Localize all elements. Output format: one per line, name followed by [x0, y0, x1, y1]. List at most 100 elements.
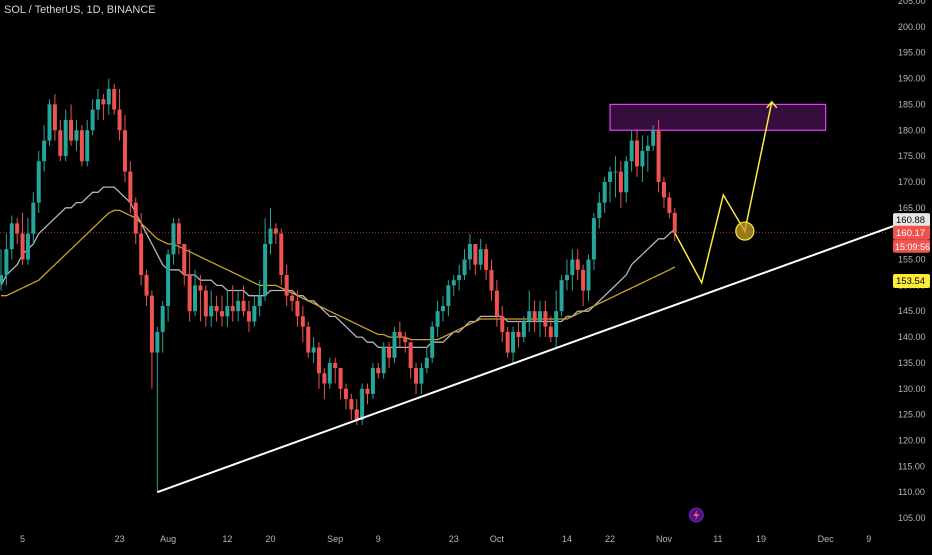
candle [570, 249, 575, 291]
candle-body [171, 223, 176, 255]
countdown-bg [893, 239, 930, 253]
candle-body [446, 285, 451, 307]
candle-body [349, 399, 354, 410]
candle-body [209, 306, 214, 317]
candle-body [613, 171, 618, 173]
moving-averages [0, 186, 676, 349]
candle [672, 207, 677, 242]
candle-body [473, 243, 478, 265]
candle [494, 280, 499, 327]
x-tick-label: 23 [449, 534, 459, 544]
candle-body [85, 130, 90, 162]
candle [101, 94, 106, 120]
x-tick-label: 11 [713, 534, 722, 544]
ma-fast-price-label-bg [893, 213, 930, 228]
candle [74, 119, 79, 151]
candle [645, 135, 650, 172]
candle-body [424, 357, 429, 369]
candle [214, 295, 219, 322]
candle [640, 135, 645, 182]
candle-body [25, 233, 30, 260]
candle [516, 321, 521, 348]
candle-body [144, 275, 149, 296]
candles [0, 78, 677, 493]
candle-body [564, 275, 569, 281]
candle [424, 347, 429, 374]
candle-body [548, 326, 553, 338]
candle-body [52, 104, 57, 131]
candle-body [511, 331, 516, 353]
candle [392, 326, 397, 363]
candle-body [219, 311, 224, 317]
y-tick-label: 200.00 [898, 22, 926, 32]
candle [171, 218, 176, 265]
candle-body [182, 243, 187, 276]
candle [591, 212, 596, 270]
candle [187, 249, 192, 322]
candle-body [354, 409, 359, 420]
x-tick-label: Nov [656, 534, 673, 544]
candle-body [117, 109, 122, 131]
candle [462, 249, 467, 281]
candle [155, 326, 160, 493]
countdown-label: 15:09:56 [893, 239, 930, 253]
candle-body [672, 212, 677, 233]
lightning-glyph [693, 510, 700, 520]
candle-body [527, 311, 532, 322]
candle-body [667, 197, 672, 213]
candle [122, 114, 127, 182]
candle [376, 362, 381, 379]
candle [538, 300, 542, 338]
candle [618, 161, 623, 208]
candle-body [149, 295, 154, 353]
y-tick-label: 195.00 [898, 48, 926, 58]
candle [602, 176, 607, 213]
candle [4, 233, 9, 286]
candle-body [327, 362, 332, 384]
candle [451, 275, 456, 296]
candle-body [300, 316, 305, 327]
candle-body [640, 150, 645, 167]
y-tick-label: 140.00 [898, 332, 926, 342]
ma-slow-price-label-text: 153.54 [896, 276, 925, 287]
x-tick-label: 9 [376, 534, 381, 544]
candle [656, 119, 661, 193]
candle-body [176, 223, 181, 244]
candle-body [90, 109, 95, 131]
y-tick-label: 170.00 [898, 177, 926, 187]
candle [629, 130, 634, 172]
candle [505, 326, 510, 358]
candle-body [500, 316, 505, 332]
candle [36, 150, 41, 213]
candle-body [42, 140, 47, 162]
candle [527, 290, 532, 332]
candle-body [20, 233, 25, 260]
support-trendline [156, 222, 902, 494]
candle-body [0, 275, 3, 283]
candle-body [457, 275, 462, 281]
y-tick-label: 125.00 [898, 410, 926, 420]
candle-body [570, 259, 575, 276]
candle [365, 383, 370, 405]
candle [559, 275, 564, 317]
candle-body [602, 181, 607, 203]
candle-body [187, 275, 192, 312]
candle-body [139, 233, 144, 276]
candle [257, 280, 262, 317]
candle-body [656, 130, 661, 182]
ma-slow-price-label: 153.54 [893, 274, 930, 289]
candle-body [155, 331, 160, 353]
candle [586, 254, 591, 301]
candle-body [133, 202, 138, 234]
candle [117, 88, 122, 141]
candle-body [69, 119, 74, 141]
x-tick-label: 23 [115, 534, 125, 544]
candle-body [257, 295, 262, 307]
candle [467, 233, 472, 270]
x-tick-label: Oct [490, 534, 505, 544]
candle-body [624, 161, 629, 193]
candle [338, 368, 343, 400]
candle-body [370, 368, 375, 394]
